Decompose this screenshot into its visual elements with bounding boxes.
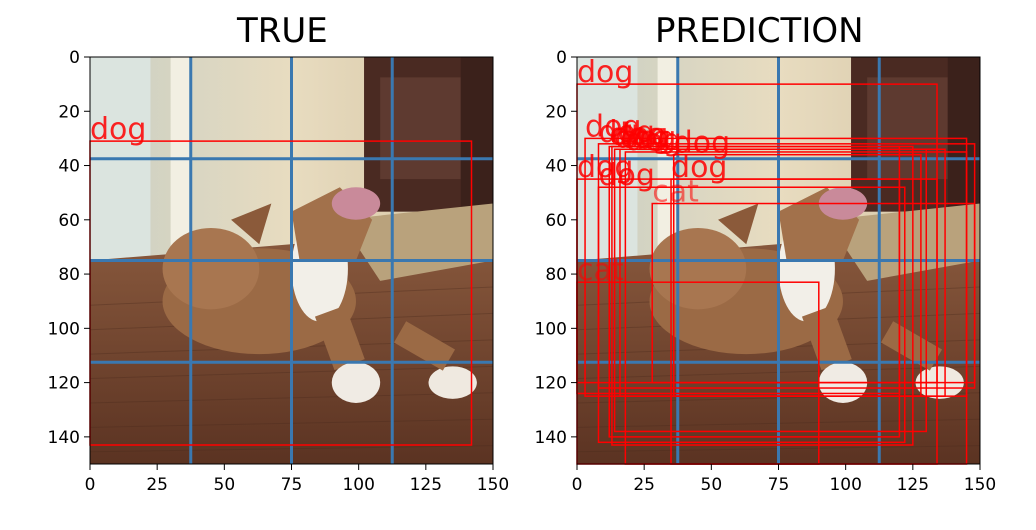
bounding-box-label: dog [598,158,654,193]
x-tick-label: 50 [701,475,723,495]
y-tick-label: 60 [58,211,80,231]
y-tick-label: 140 [535,428,567,448]
y-tick-label: 140 [48,428,80,448]
bounding-box [611,145,914,446]
bounding-boxes: dog [89,112,473,446]
bounding-box-label: dog [577,150,633,185]
bounding-box [597,186,906,444]
x-tick-label: 100 [342,475,374,495]
bounding-box-label: dog [577,55,633,90]
bounding-box [672,153,922,397]
prediction-panel-title: PREDICTION [655,11,864,51]
x-tick-label: 125 [897,475,929,495]
true-image-plot: dog 0 25 50 75 100 125 150 0 20 40 60 80 100 120 140 [48,48,510,495]
bounding-box-label: cat [577,253,624,288]
y-tick-label: 0 [556,48,567,68]
grid-lines [90,57,493,464]
x-tick-label: 100 [829,475,861,495]
x-tick-label: 0 [85,475,96,495]
bounding-box-label: dog [598,115,654,150]
x-tick-label: 125 [410,475,442,495]
x-tick-label: 75 [768,475,790,495]
x-tick-label: 150 [477,475,509,495]
true-panel-title: TRUE [237,11,328,51]
bounding-box-label: cat [652,175,699,210]
axis-ticks: 0 25 50 75 100 125 150 0 20 40 60 80 100 120 140 [48,48,510,495]
y-tick-label: 60 [545,211,567,231]
y-tick-label: 120 [48,374,80,394]
y-tick-label: 40 [545,157,567,177]
x-tick-label: 75 [281,475,303,495]
bounding-box-label: dog [612,118,668,153]
bounding-boxes: dogdogdogdogdogdogdogdogdogdogdogdogcatc… [576,55,976,465]
bounding-box-label: dog [620,120,676,155]
bounding-box-label: dog [625,123,681,158]
axis-ticks: 0 25 50 75 100 125 150 0 20 40 60 80 100 120 140 [535,48,997,495]
bounding-box-label: dog [674,126,730,161]
y-tick-label: 40 [58,157,80,177]
x-tick-label: 25 [633,475,655,495]
x-tick-label: 0 [572,475,583,495]
x-tick-label: 50 [214,475,236,495]
x-tick-label: 150 [964,475,996,495]
y-tick-label: 0 [69,48,80,68]
y-tick-label: 80 [58,265,80,285]
true-panel: TRUE dog 0 25 50 75 100 125 150 0 20 40 60 80 100 120 1… [48,11,510,495]
bounding-box [651,202,976,384]
y-tick-label: 100 [48,319,80,339]
bounding-box-label: dog [585,109,641,144]
y-tick-label: 20 [545,102,567,122]
y-tick-label: 80 [545,265,567,285]
y-tick-label: 20 [58,102,80,122]
x-tick-label: 25 [146,475,168,495]
y-tick-label: 120 [535,374,567,394]
dog-figure [162,187,477,403]
y-tick-label: 100 [535,319,567,339]
bounding-box-label: dog [90,112,146,147]
